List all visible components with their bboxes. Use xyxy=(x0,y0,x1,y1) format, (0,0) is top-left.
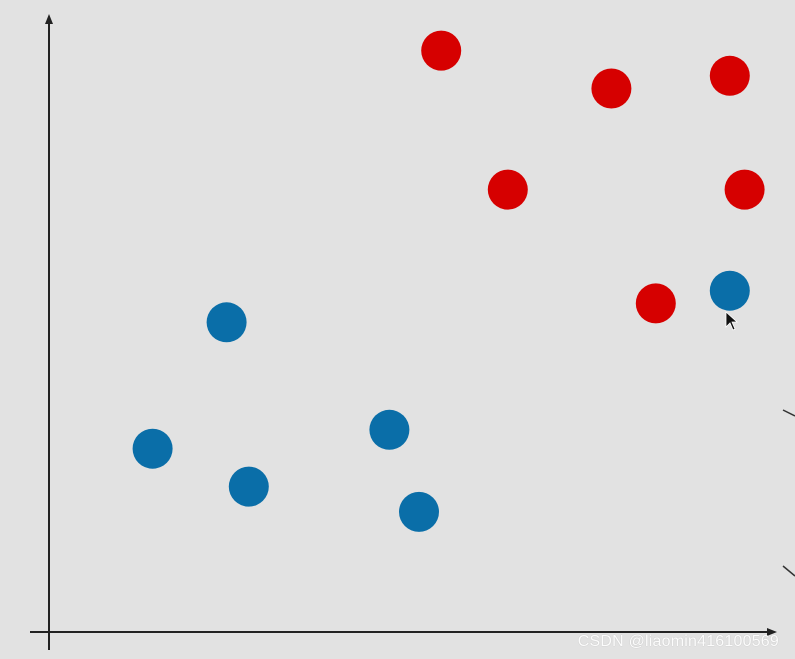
scatter-point-1-4 xyxy=(369,409,410,450)
axes xyxy=(30,14,795,650)
scatter-point-0-0 xyxy=(421,30,462,71)
scatter-point-1-2 xyxy=(132,428,173,469)
scatter-point-1-5 xyxy=(399,491,439,532)
scatter-point-0-4 xyxy=(724,169,765,210)
mouse-cursor-icon xyxy=(725,311,739,331)
data-points xyxy=(132,30,765,532)
scatter-point-0-2 xyxy=(709,55,750,96)
scatter-point-1-1 xyxy=(206,302,247,343)
edge-stroke-lower xyxy=(782,565,795,577)
scatter-point-0-1 xyxy=(591,68,632,109)
watermark: CSDN @liaomin416100569 xyxy=(577,633,779,650)
scatter-point-0-3 xyxy=(487,169,528,210)
scatter-point-0-5 xyxy=(635,283,676,324)
scatter-point-1-0 xyxy=(709,270,750,311)
scatter-point-1-3 xyxy=(228,466,269,507)
edge-stroke-upper xyxy=(782,409,795,417)
y-axis-arrowhead xyxy=(45,14,53,24)
x-axis-arrowhead xyxy=(767,628,777,636)
